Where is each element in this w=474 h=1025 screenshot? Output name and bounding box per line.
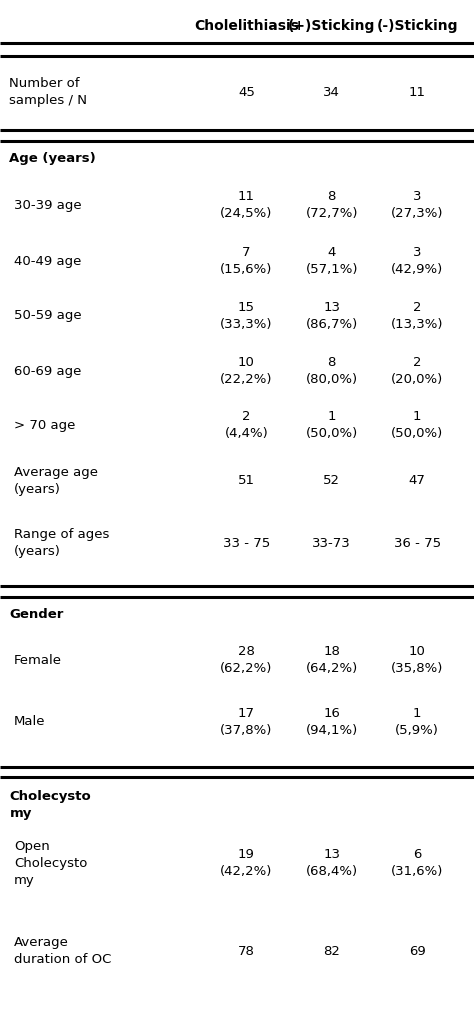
Text: Male: Male: [14, 715, 46, 728]
Text: 19
(42,2%): 19 (42,2%): [220, 848, 273, 878]
Text: 36 - 75: 36 - 75: [393, 537, 441, 549]
Text: 40-49 age: 40-49 age: [14, 255, 82, 268]
Text: 1
(50,0%): 1 (50,0%): [391, 410, 443, 441]
Text: 8
(72,7%): 8 (72,7%): [306, 190, 358, 220]
Text: (-)Sticking: (-)Sticking: [376, 18, 458, 33]
Text: 15
(33,3%): 15 (33,3%): [220, 300, 273, 331]
Text: 78: 78: [238, 945, 255, 957]
Text: (+)Sticking: (+)Sticking: [288, 18, 375, 33]
Text: 11: 11: [409, 86, 426, 98]
Text: 3
(27,3%): 3 (27,3%): [391, 190, 443, 220]
Text: 1
(5,9%): 1 (5,9%): [395, 706, 439, 737]
Text: 33-73: 33-73: [312, 537, 351, 549]
Text: 45: 45: [238, 86, 255, 98]
Text: Average
duration of OC: Average duration of OC: [14, 936, 111, 967]
Text: 17
(37,8%): 17 (37,8%): [220, 706, 273, 737]
Text: Number of
samples / N: Number of samples / N: [9, 77, 88, 108]
Text: 3
(42,9%): 3 (42,9%): [391, 246, 443, 277]
Text: Age (years): Age (years): [9, 153, 96, 165]
Text: 47: 47: [409, 475, 426, 487]
Text: 10
(22,2%): 10 (22,2%): [220, 356, 273, 386]
Text: Cholelithiasis: Cholelithiasis: [194, 18, 299, 33]
Text: 51: 51: [238, 475, 255, 487]
Text: 34: 34: [323, 86, 340, 98]
Text: 6
(31,6%): 6 (31,6%): [391, 848, 443, 878]
Text: 60-69 age: 60-69 age: [14, 365, 82, 377]
Text: 8
(80,0%): 8 (80,0%): [306, 356, 358, 386]
Text: 28
(62,2%): 28 (62,2%): [220, 645, 273, 675]
Text: 11
(24,5%): 11 (24,5%): [220, 190, 273, 220]
Text: 1
(50,0%): 1 (50,0%): [306, 410, 358, 441]
Text: 18
(64,2%): 18 (64,2%): [306, 645, 358, 675]
Text: 50-59 age: 50-59 age: [14, 310, 82, 322]
Text: 69: 69: [409, 945, 426, 957]
Text: 13
(68,4%): 13 (68,4%): [306, 848, 358, 878]
Text: 16
(94,1%): 16 (94,1%): [306, 706, 358, 737]
Text: Female: Female: [14, 654, 62, 666]
Text: 82: 82: [323, 945, 340, 957]
Text: Gender: Gender: [9, 609, 64, 621]
Text: 10
(35,8%): 10 (35,8%): [391, 645, 443, 675]
Text: Range of ages
(years): Range of ages (years): [14, 528, 109, 559]
Text: Average age
(years): Average age (years): [14, 465, 98, 496]
Text: > 70 age: > 70 age: [14, 419, 75, 432]
Text: 13
(86,7%): 13 (86,7%): [306, 300, 358, 331]
Text: Open
Cholecysto
my: Open Cholecysto my: [14, 839, 88, 887]
Text: Cholecysto
my: Cholecysto my: [9, 789, 91, 820]
Text: 52: 52: [323, 475, 340, 487]
Text: 2
(20,0%): 2 (20,0%): [391, 356, 443, 386]
Text: 30-39 age: 30-39 age: [14, 199, 82, 211]
Text: 7
(15,6%): 7 (15,6%): [220, 246, 273, 277]
Text: 33 - 75: 33 - 75: [223, 537, 270, 549]
Text: 2
(13,3%): 2 (13,3%): [391, 300, 443, 331]
Text: 4
(57,1%): 4 (57,1%): [306, 246, 358, 277]
Text: 2
(4,4%): 2 (4,4%): [225, 410, 268, 441]
